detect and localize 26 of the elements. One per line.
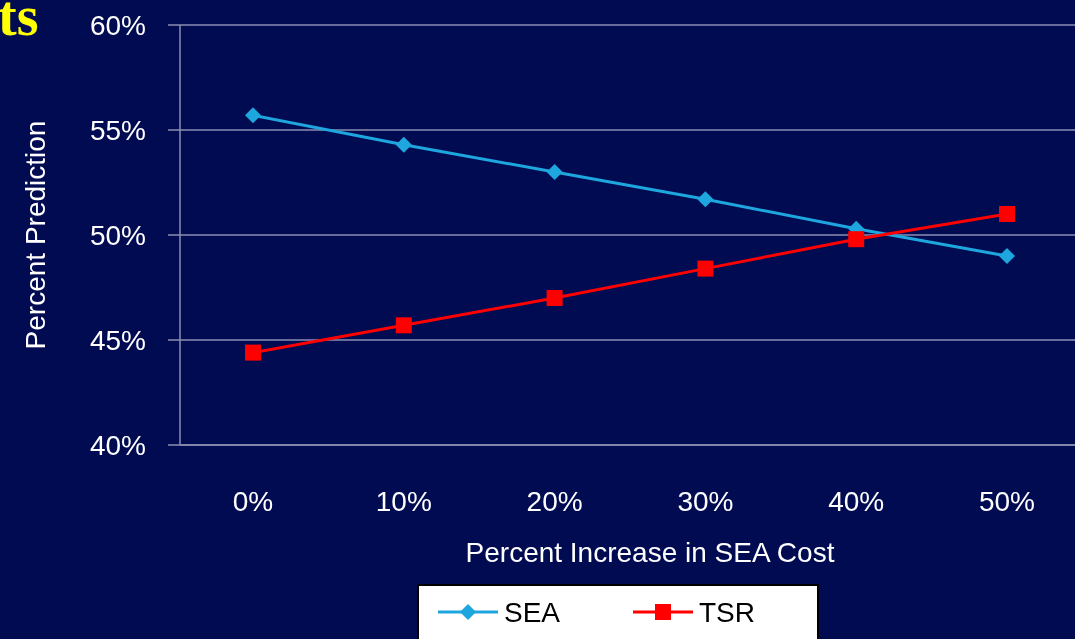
point xyxy=(697,260,714,277)
legend-label: TSR xyxy=(699,596,755,628)
y-tick-label: 55% xyxy=(89,114,146,146)
point xyxy=(245,344,261,361)
point xyxy=(395,317,412,334)
x-tick-label: 50% xyxy=(978,486,1036,517)
point xyxy=(999,248,1015,264)
point xyxy=(999,206,1015,222)
x-axis-title: Percent Increase in SEA Cost xyxy=(465,537,835,568)
point xyxy=(395,136,412,153)
x-tick-label: 10% xyxy=(375,486,432,517)
y-tick-label: 40% xyxy=(89,429,146,461)
point xyxy=(245,107,261,124)
point xyxy=(546,164,563,180)
x-tick-label: 20% xyxy=(526,486,583,517)
x-tick-label: 40% xyxy=(828,486,885,517)
x-tick-label: 30% xyxy=(677,486,734,517)
y-axis-title: Percent Prediction xyxy=(20,120,51,350)
point xyxy=(546,290,563,306)
x-tick-label: 0% xyxy=(232,486,274,517)
y-tick-label: 50% xyxy=(89,219,146,251)
legend-label: SEA xyxy=(504,596,561,628)
point xyxy=(697,191,714,208)
point xyxy=(848,231,865,248)
y-tick-label: 60% xyxy=(89,9,146,41)
y-tick-label: 45% xyxy=(89,324,146,356)
